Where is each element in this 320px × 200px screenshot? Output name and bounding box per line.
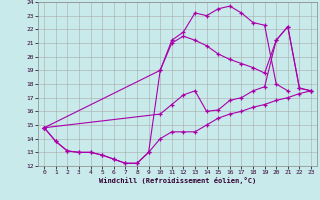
X-axis label: Windchill (Refroidissement éolien,°C): Windchill (Refroidissement éolien,°C) <box>99 177 256 184</box>
